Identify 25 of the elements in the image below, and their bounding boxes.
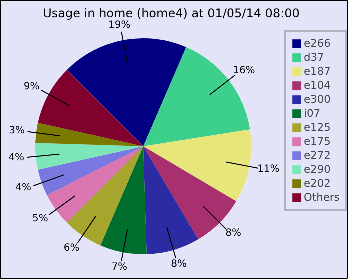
legend-label: e202 [304, 177, 331, 190]
data-label: 4% [8, 152, 25, 164]
data-label: 19% [108, 20, 131, 32]
data-label: 16% [233, 66, 256, 77]
legend-label: e125 [304, 121, 331, 134]
legend-label: i07 [304, 107, 322, 120]
data-label: 7% [112, 262, 128, 273]
legend-label: e104 [304, 79, 331, 92]
legend-label: e300 [304, 93, 331, 106]
legend-label: e272 [304, 149, 331, 162]
data-label: 6% [64, 242, 80, 254]
data-label: 8% [171, 259, 187, 270]
data-label: 4% [16, 182, 32, 194]
chart-title: Usage in home (home4) at 01/05/14 08:00 [43, 6, 300, 20]
data-label: 8% [226, 228, 242, 240]
data-label: 3% [9, 126, 26, 137]
legend-label: e266 [304, 37, 331, 50]
data-label: 11% [258, 164, 280, 176]
data-label: 9% [24, 82, 40, 93]
legend-label: Others [304, 191, 340, 204]
legend-label: d37 [304, 51, 324, 64]
legend-label: e290 [304, 163, 331, 176]
legend-label: e175 [304, 135, 331, 148]
legend-label: e187 [304, 65, 331, 78]
data-label: 5% [32, 213, 48, 224]
